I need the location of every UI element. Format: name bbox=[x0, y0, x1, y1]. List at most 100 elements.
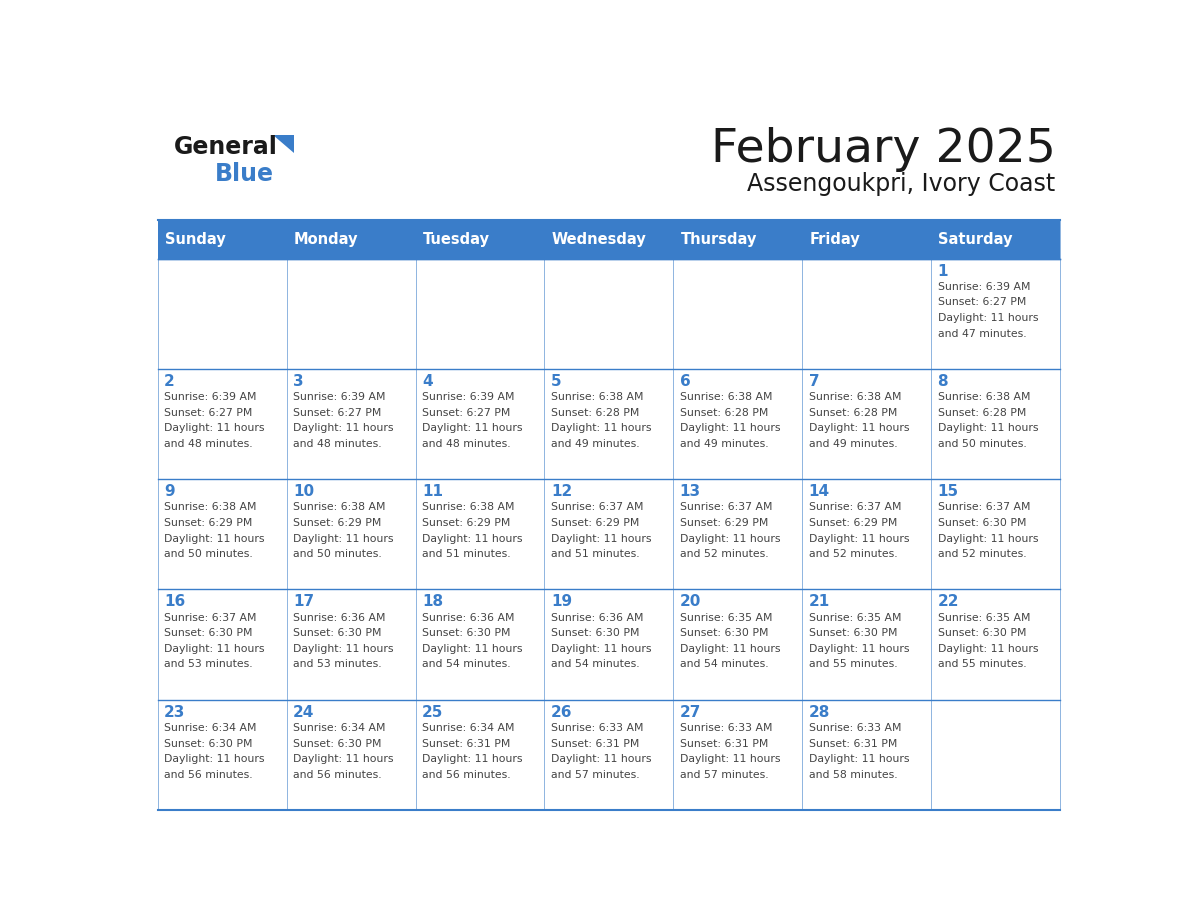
Text: Daylight: 11 hours: Daylight: 11 hours bbox=[293, 754, 393, 764]
Text: 17: 17 bbox=[293, 594, 314, 610]
Text: and 53 minutes.: and 53 minutes. bbox=[293, 659, 381, 669]
Text: 12: 12 bbox=[551, 484, 573, 499]
Text: and 49 minutes.: and 49 minutes. bbox=[680, 439, 769, 449]
Bar bbox=[158, 259, 286, 369]
Text: Sunset: 6:30 PM: Sunset: 6:30 PM bbox=[293, 628, 381, 638]
Bar bbox=[674, 700, 802, 810]
Bar bbox=[802, 259, 931, 369]
Text: Daylight: 11 hours: Daylight: 11 hours bbox=[809, 754, 909, 764]
Text: and 48 minutes.: and 48 minutes. bbox=[293, 439, 381, 449]
Text: Sunset: 6:29 PM: Sunset: 6:29 PM bbox=[809, 518, 897, 528]
Text: 21: 21 bbox=[809, 594, 830, 610]
Text: and 55 minutes.: and 55 minutes. bbox=[937, 659, 1026, 669]
Text: Sunrise: 6:38 AM: Sunrise: 6:38 AM bbox=[680, 392, 772, 402]
Text: and 53 minutes.: and 53 minutes. bbox=[164, 659, 253, 669]
Text: Daylight: 11 hours: Daylight: 11 hours bbox=[551, 533, 651, 543]
Bar bbox=[286, 259, 416, 369]
Text: and 54 minutes.: and 54 minutes. bbox=[422, 659, 511, 669]
Text: Sunrise: 6:35 AM: Sunrise: 6:35 AM bbox=[680, 612, 772, 622]
Text: Tuesday: Tuesday bbox=[423, 231, 489, 247]
Text: Daylight: 11 hours: Daylight: 11 hours bbox=[937, 533, 1038, 543]
Text: and 47 minutes.: and 47 minutes. bbox=[937, 329, 1026, 339]
Text: Sunrise: 6:33 AM: Sunrise: 6:33 AM bbox=[551, 723, 644, 733]
Text: and 48 minutes.: and 48 minutes. bbox=[422, 439, 511, 449]
Text: Sunrise: 6:35 AM: Sunrise: 6:35 AM bbox=[937, 612, 1030, 622]
Text: 23: 23 bbox=[164, 705, 185, 720]
Bar bbox=[416, 589, 544, 700]
Text: 4: 4 bbox=[422, 374, 432, 389]
Text: Sunset: 6:30 PM: Sunset: 6:30 PM bbox=[164, 739, 253, 748]
Bar bbox=[158, 479, 286, 589]
Text: Sunset: 6:29 PM: Sunset: 6:29 PM bbox=[293, 518, 381, 528]
Text: and 54 minutes.: and 54 minutes. bbox=[680, 659, 769, 669]
Text: Sunrise: 6:38 AM: Sunrise: 6:38 AM bbox=[422, 502, 514, 512]
Text: 27: 27 bbox=[680, 705, 701, 720]
Bar bbox=[286, 479, 416, 589]
Text: Daylight: 11 hours: Daylight: 11 hours bbox=[422, 644, 523, 654]
Bar bbox=[674, 589, 802, 700]
Bar bbox=[931, 589, 1060, 700]
Text: Saturday: Saturday bbox=[939, 231, 1013, 247]
Text: Sunrise: 6:34 AM: Sunrise: 6:34 AM bbox=[293, 723, 386, 733]
Text: Sunset: 6:30 PM: Sunset: 6:30 PM bbox=[809, 628, 897, 638]
Text: Daylight: 11 hours: Daylight: 11 hours bbox=[422, 423, 523, 433]
Text: Sunrise: 6:37 AM: Sunrise: 6:37 AM bbox=[937, 502, 1030, 512]
Text: Daylight: 11 hours: Daylight: 11 hours bbox=[937, 423, 1038, 433]
Text: and 50 minutes.: and 50 minutes. bbox=[293, 549, 381, 559]
Text: and 54 minutes.: and 54 minutes. bbox=[551, 659, 639, 669]
Text: and 56 minutes.: and 56 minutes. bbox=[164, 769, 253, 779]
Text: and 52 minutes.: and 52 minutes. bbox=[680, 549, 769, 559]
Bar bbox=[802, 700, 931, 810]
Text: Sunset: 6:30 PM: Sunset: 6:30 PM bbox=[937, 628, 1026, 638]
Text: Assengoukpri, Ivory Coast: Assengoukpri, Ivory Coast bbox=[747, 173, 1055, 196]
Text: 28: 28 bbox=[809, 705, 830, 720]
Text: Daylight: 11 hours: Daylight: 11 hours bbox=[164, 533, 265, 543]
Bar bbox=[286, 589, 416, 700]
Text: Sunrise: 6:37 AM: Sunrise: 6:37 AM bbox=[809, 502, 902, 512]
Bar bbox=[931, 259, 1060, 369]
Text: Sunset: 6:29 PM: Sunset: 6:29 PM bbox=[164, 518, 253, 528]
Text: Sunrise: 6:33 AM: Sunrise: 6:33 AM bbox=[680, 723, 772, 733]
Bar bbox=[931, 700, 1060, 810]
Text: and 56 minutes.: and 56 minutes. bbox=[293, 769, 381, 779]
Text: Daylight: 11 hours: Daylight: 11 hours bbox=[680, 533, 781, 543]
Text: Sunrise: 6:38 AM: Sunrise: 6:38 AM bbox=[551, 392, 644, 402]
Bar bbox=[286, 369, 416, 479]
Text: Sunset: 6:31 PM: Sunset: 6:31 PM bbox=[809, 739, 897, 748]
Bar bbox=[802, 479, 931, 589]
Text: Daylight: 11 hours: Daylight: 11 hours bbox=[293, 423, 393, 433]
Bar bbox=[544, 589, 674, 700]
Text: Daylight: 11 hours: Daylight: 11 hours bbox=[164, 644, 265, 654]
Bar bbox=[802, 219, 931, 259]
Bar bbox=[544, 369, 674, 479]
Text: and 58 minutes.: and 58 minutes. bbox=[809, 769, 897, 779]
Text: 14: 14 bbox=[809, 484, 829, 499]
Text: 11: 11 bbox=[422, 484, 443, 499]
Text: Daylight: 11 hours: Daylight: 11 hours bbox=[551, 423, 651, 433]
Text: 20: 20 bbox=[680, 594, 701, 610]
Text: Sunrise: 6:36 AM: Sunrise: 6:36 AM bbox=[551, 612, 644, 622]
Text: Sunrise: 6:36 AM: Sunrise: 6:36 AM bbox=[293, 612, 386, 622]
Text: Sunset: 6:31 PM: Sunset: 6:31 PM bbox=[551, 739, 639, 748]
Bar bbox=[158, 219, 286, 259]
Bar bbox=[416, 369, 544, 479]
Text: Sunset: 6:28 PM: Sunset: 6:28 PM bbox=[809, 408, 897, 418]
Text: 22: 22 bbox=[937, 594, 959, 610]
Bar bbox=[158, 700, 286, 810]
Text: Sunset: 6:30 PM: Sunset: 6:30 PM bbox=[164, 628, 253, 638]
Bar bbox=[802, 369, 931, 479]
Bar bbox=[158, 589, 286, 700]
Text: Daylight: 11 hours: Daylight: 11 hours bbox=[422, 533, 523, 543]
Text: 16: 16 bbox=[164, 594, 185, 610]
Text: Sunrise: 6:39 AM: Sunrise: 6:39 AM bbox=[293, 392, 386, 402]
Text: Sunrise: 6:36 AM: Sunrise: 6:36 AM bbox=[422, 612, 514, 622]
Text: Daylight: 11 hours: Daylight: 11 hours bbox=[937, 313, 1038, 323]
Text: Sunset: 6:29 PM: Sunset: 6:29 PM bbox=[422, 518, 511, 528]
Text: Sunset: 6:28 PM: Sunset: 6:28 PM bbox=[937, 408, 1026, 418]
Text: Sunrise: 6:37 AM: Sunrise: 6:37 AM bbox=[551, 502, 644, 512]
Text: 3: 3 bbox=[293, 374, 304, 389]
Text: 6: 6 bbox=[680, 374, 690, 389]
Text: Daylight: 11 hours: Daylight: 11 hours bbox=[422, 754, 523, 764]
Text: Sunset: 6:29 PM: Sunset: 6:29 PM bbox=[680, 518, 769, 528]
Text: Sunrise: 6:38 AM: Sunrise: 6:38 AM bbox=[164, 502, 257, 512]
